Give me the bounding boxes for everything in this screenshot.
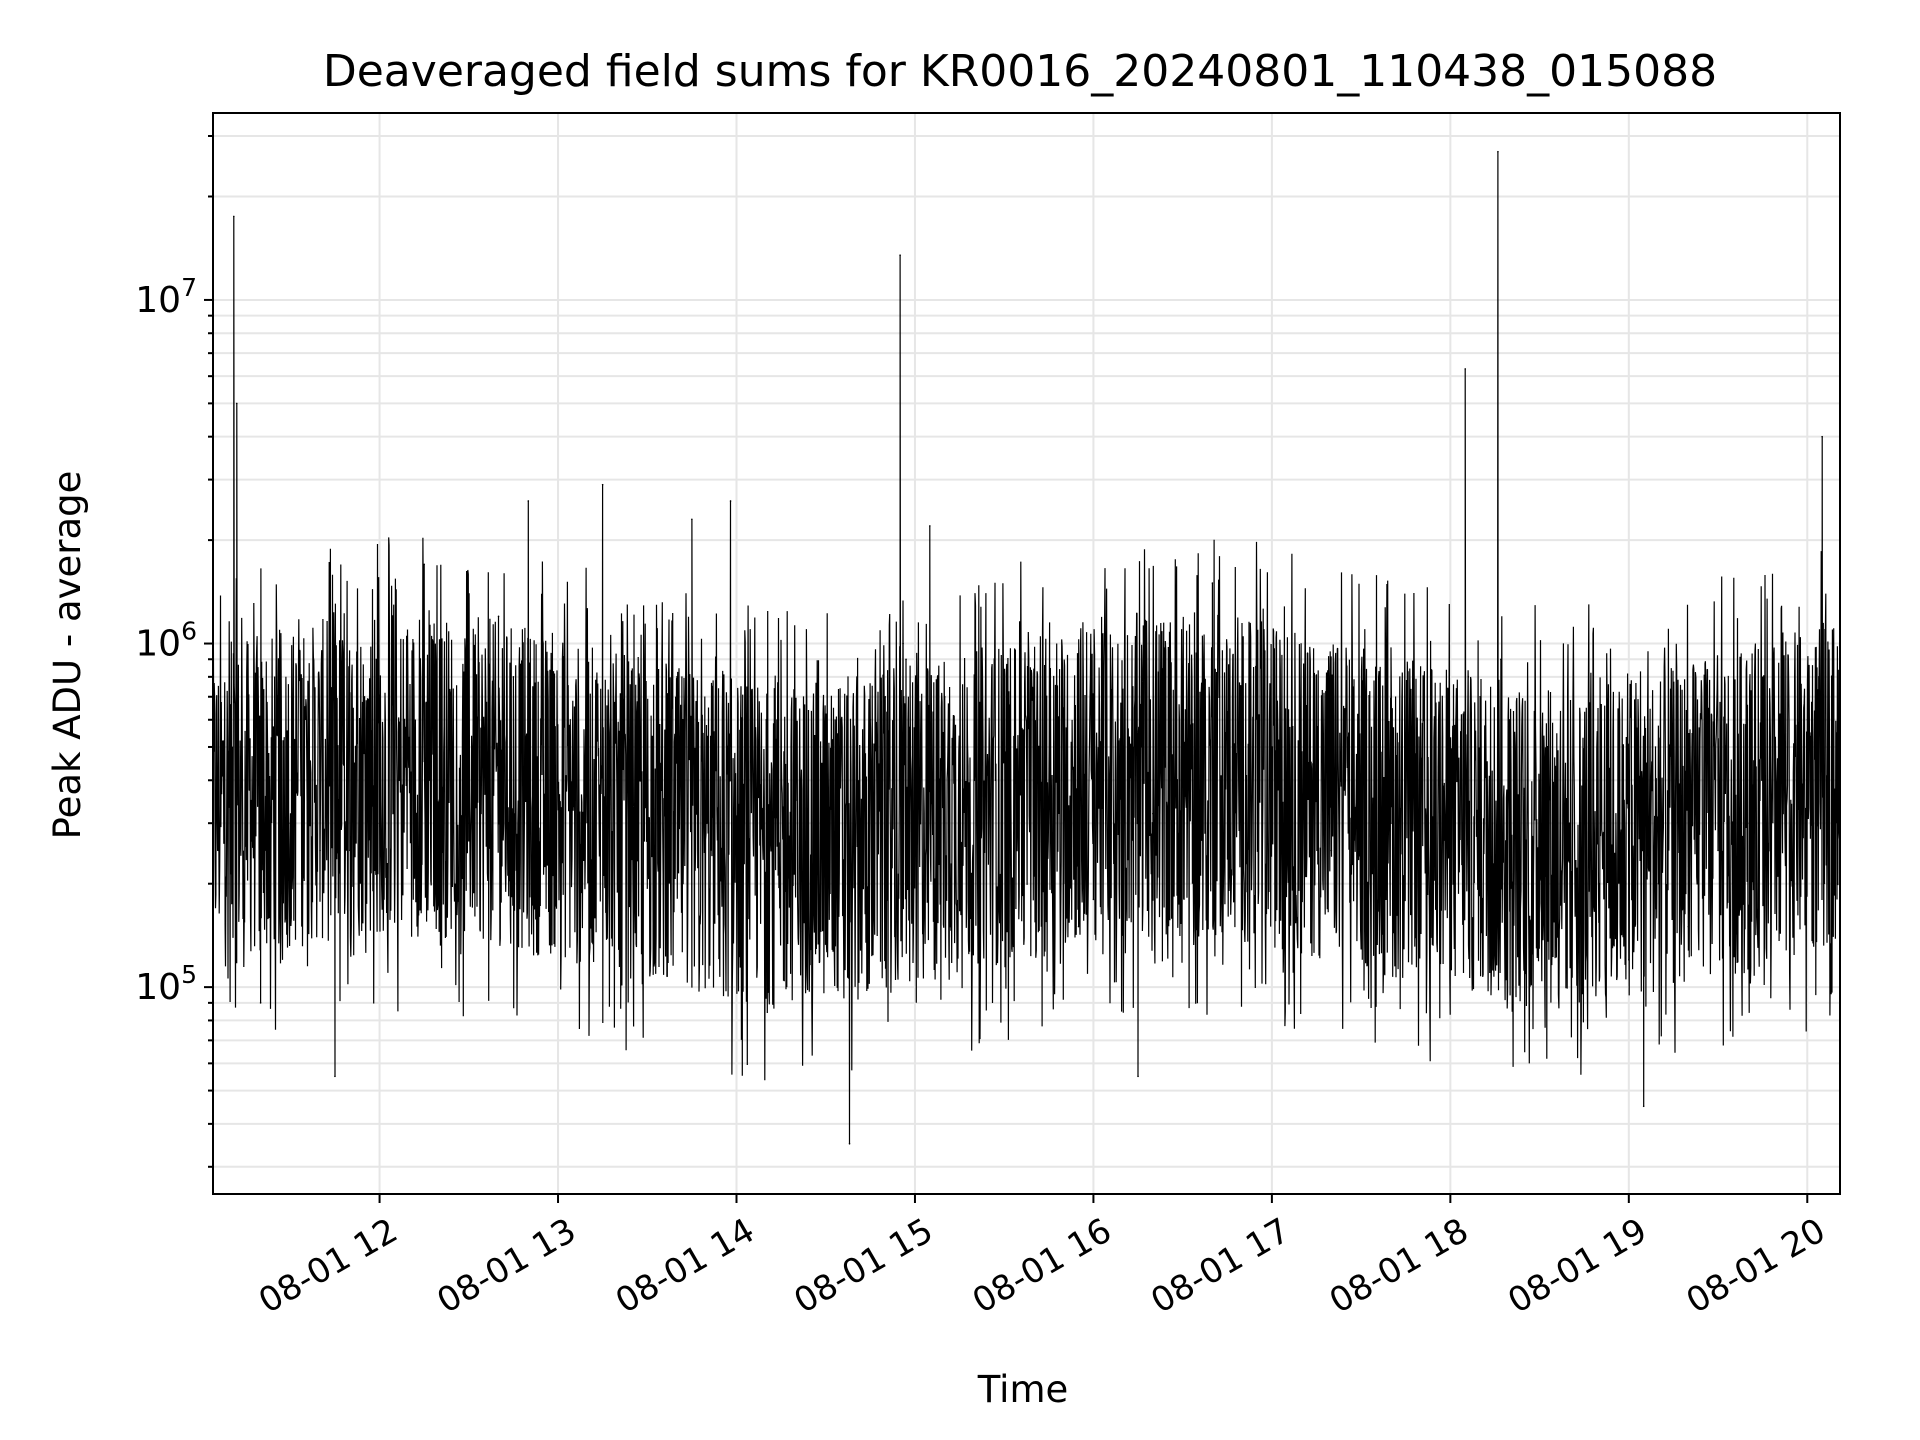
data-point (899, 254, 901, 256)
y-tick-exponent: 7 (181, 273, 197, 302)
data-point (824, 822, 827, 824)
data-point (691, 518, 693, 521)
data-point (1464, 368, 1467, 370)
data-point (423, 563, 425, 566)
data-point (1836, 731, 1838, 734)
data-point (1509, 718, 1511, 721)
y-tick-base: 10 (135, 624, 181, 665)
data-point (1390, 822, 1392, 824)
data-point (1062, 707, 1065, 709)
data-point (259, 1002, 262, 1004)
data-point (557, 787, 559, 789)
data-point (1598, 882, 1600, 885)
data-point (795, 799, 797, 801)
data-point (1497, 150, 1499, 153)
data-point (1642, 1105, 1645, 1108)
data-point (1687, 925, 1690, 928)
data-point (943, 695, 946, 698)
data-point (1122, 799, 1124, 801)
data-point (869, 718, 872, 721)
plot-frame (212, 112, 1841, 1195)
x-axis-label: Time (977, 1368, 1069, 1411)
data-point (1419, 718, 1422, 721)
data-point (616, 822, 619, 824)
data-point (765, 718, 768, 721)
data-point (1467, 676, 1469, 678)
data-point (1776, 799, 1779, 801)
data-point (1806, 718, 1809, 721)
data-point (902, 642, 904, 645)
data-point (1033, 779, 1035, 782)
data-point (1628, 959, 1630, 961)
y-tick-exponent: 6 (181, 617, 197, 646)
data-point (289, 822, 292, 824)
data-point (235, 402, 238, 405)
data-point (705, 822, 708, 824)
chart-title: Deaveraged field sums for KR0016_2024080… (323, 46, 1717, 97)
data-point (1500, 658, 1502, 661)
data-point (1717, 849, 1719, 852)
series-line (212, 151, 1841, 1144)
data-point (378, 822, 381, 824)
data-point (646, 787, 649, 789)
data-point (467, 822, 470, 824)
data-point (586, 799, 589, 801)
data-point (848, 1142, 851, 1145)
data-point (1449, 779, 1452, 782)
data-point (1077, 925, 1080, 928)
y-tick-base: 10 (135, 967, 181, 1008)
data-point (1330, 849, 1333, 852)
data-point (319, 849, 321, 852)
data-point (1271, 746, 1273, 748)
data-point (497, 615, 500, 618)
data-point (1241, 718, 1243, 721)
data-point (929, 525, 931, 527)
data-point (884, 695, 887, 698)
data-point (1181, 779, 1184, 782)
data-point (676, 676, 678, 678)
data-point (1479, 695, 1481, 698)
data-point (1821, 435, 1823, 438)
series-layer (212, 150, 1841, 1145)
y-tick-label: 107 (135, 273, 197, 321)
data-point (438, 799, 440, 801)
data-point (601, 483, 604, 486)
data-point (1003, 718, 1005, 721)
y-axis-label: Peak ADU - average (46, 471, 89, 840)
data-point (230, 799, 232, 801)
data-point (349, 849, 351, 852)
data-point (1092, 898, 1095, 901)
data-point (905, 658, 907, 661)
y-tick-base: 10 (135, 280, 181, 321)
data-point (1746, 822, 1749, 824)
data-point (1152, 812, 1154, 815)
data-point (1538, 779, 1541, 782)
data-point (973, 779, 976, 782)
data-point (729, 500, 732, 502)
y-tick-exponent: 5 (181, 960, 197, 989)
data-point (1657, 882, 1660, 885)
data-point (233, 215, 235, 218)
y-tick-label: 105 (135, 960, 197, 1008)
data-point (1137, 1075, 1139, 1078)
data-point (1211, 582, 1214, 584)
y-tick-label: 106 (135, 617, 197, 665)
data-point (334, 1075, 336, 1078)
data-point (1360, 779, 1362, 782)
data-point (1568, 822, 1571, 824)
data-point (512, 676, 515, 678)
data-point (527, 500, 530, 502)
data-point (238, 822, 241, 824)
data-point (1300, 822, 1303, 824)
